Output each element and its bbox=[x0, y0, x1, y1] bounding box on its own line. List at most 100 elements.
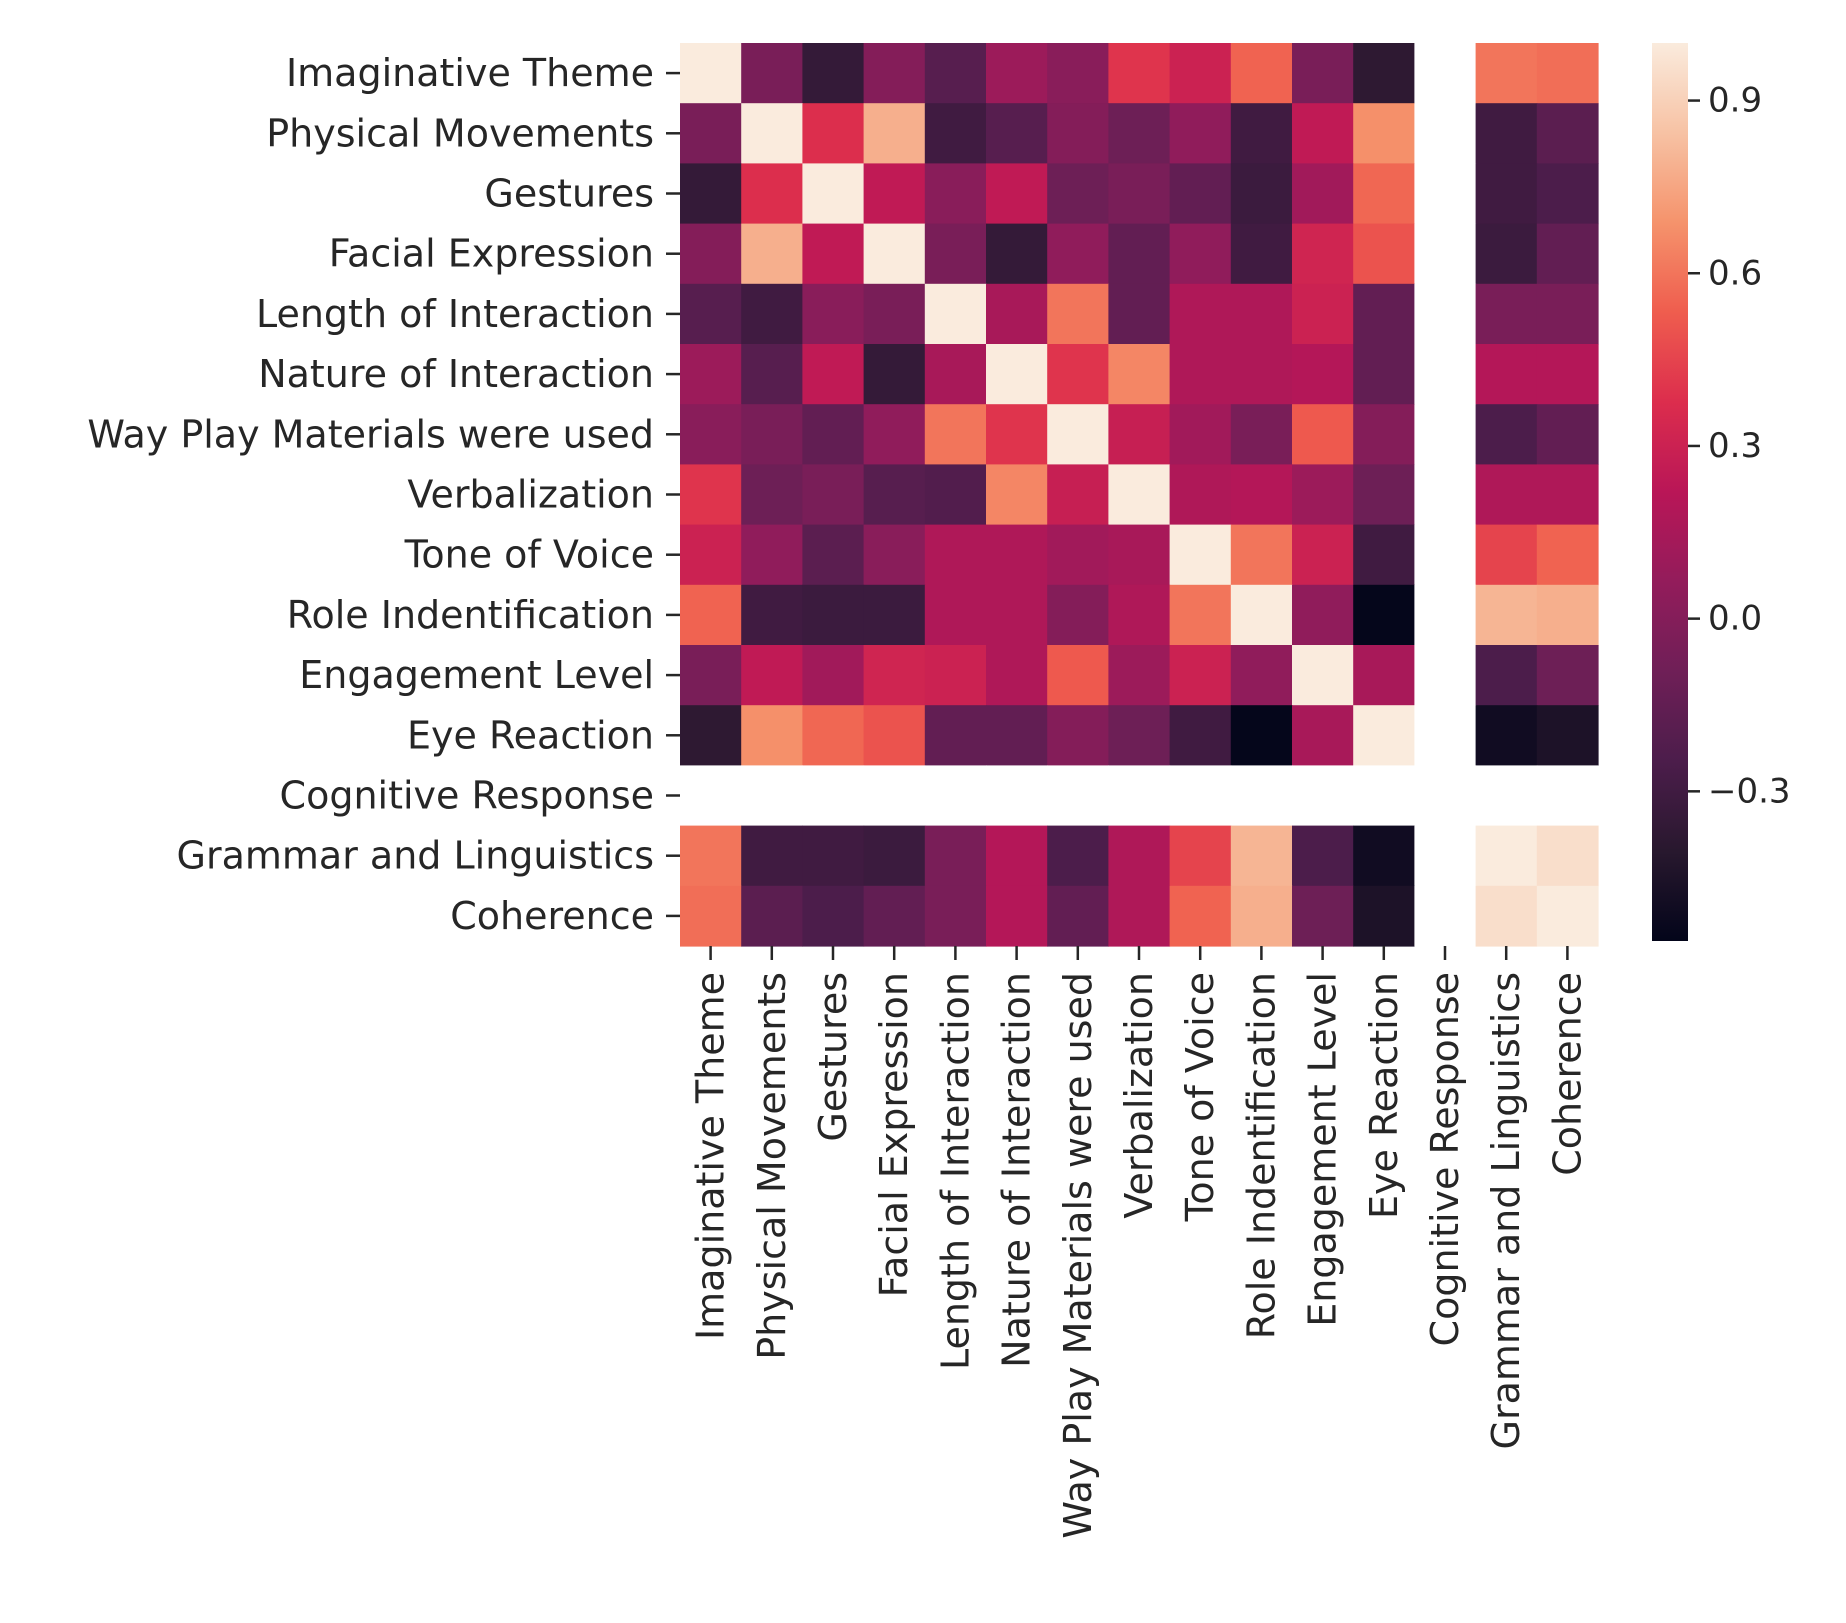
heatmap-cell bbox=[1536, 223, 1599, 285]
column-labels: Imaginative Theme Physical Movements Gestu… bbox=[689, 972, 1590, 1539]
heatmap-cell bbox=[1230, 464, 1293, 526]
row-label: Verbalization bbox=[407, 473, 654, 517]
heatmap-cell bbox=[1108, 344, 1171, 405]
heatmap-cell bbox=[1536, 584, 1599, 646]
colorbar-tick-label: 0.0 bbox=[1708, 599, 1762, 639]
column-label: Engagement Level bbox=[1301, 972, 1345, 1327]
heatmap-cell bbox=[680, 885, 742, 947]
heatmap-cell bbox=[741, 43, 803, 104]
heatmap-cell bbox=[986, 163, 1048, 225]
row-label: Engagement Level bbox=[299, 653, 654, 697]
heatmap-cell bbox=[1292, 43, 1354, 104]
heatmap-cell bbox=[1536, 524, 1599, 586]
heatmap-cell bbox=[1108, 885, 1171, 947]
heatmap-cell bbox=[1536, 705, 1599, 766]
heatmap-cell bbox=[863, 885, 926, 947]
heatmap-cell bbox=[1414, 705, 1477, 766]
heatmap-cells bbox=[680, 43, 1599, 947]
heatmap-cell bbox=[1047, 103, 1109, 164]
heatmap-cell bbox=[802, 43, 865, 104]
heatmap-cell bbox=[802, 103, 865, 164]
heatmap-cell bbox=[680, 825, 742, 887]
heatmap-cell bbox=[986, 524, 1048, 586]
row-label: Nature of Interaction bbox=[258, 352, 654, 396]
row-label: Grammar and Linguistics bbox=[177, 834, 654, 878]
heatmap-cell bbox=[802, 524, 865, 586]
row-label: Tone of Voice bbox=[404, 533, 654, 577]
heatmap-cell bbox=[924, 464, 987, 526]
column-label: Way Play Materials were used bbox=[1056, 972, 1100, 1539]
heatmap-cell bbox=[1292, 524, 1354, 586]
heatmap-cell bbox=[924, 103, 987, 164]
heatmap-cell bbox=[1353, 524, 1415, 586]
row-label: Length of Interaction bbox=[256, 292, 654, 336]
row-labels: Imaginative Theme Physical Movements Gestu… bbox=[87, 51, 654, 938]
heatmap-cell bbox=[802, 464, 865, 526]
heatmap-cell bbox=[680, 283, 742, 345]
heatmap-cell bbox=[1047, 43, 1109, 104]
heatmap-cell bbox=[741, 344, 803, 405]
heatmap-cell bbox=[1108, 825, 1171, 887]
heatmap-cell bbox=[1169, 344, 1232, 405]
heatmap-cell bbox=[802, 705, 865, 766]
heatmap-cell bbox=[986, 705, 1048, 766]
heatmap-cell bbox=[863, 705, 926, 766]
heatmap-cell bbox=[741, 705, 803, 766]
heatmap-cell bbox=[863, 223, 926, 285]
heatmap-cell bbox=[1230, 645, 1293, 706]
heatmap-cell bbox=[1292, 163, 1354, 225]
heatmap-cell bbox=[1292, 223, 1354, 285]
heatmap-cell bbox=[863, 404, 926, 465]
heatmap-cell bbox=[986, 885, 1048, 947]
heatmap-cell bbox=[1475, 584, 1538, 646]
colorbar-tick-label: 0.6 bbox=[1708, 253, 1762, 293]
heatmap-cell bbox=[741, 163, 803, 225]
heatmap-cell bbox=[1230, 43, 1293, 104]
heatmap-cell bbox=[1169, 43, 1232, 104]
heatmap-cell bbox=[1230, 283, 1293, 345]
heatmap-cell bbox=[1475, 103, 1538, 164]
heatmap-cell bbox=[1047, 524, 1109, 586]
heatmap-cell bbox=[1414, 404, 1477, 465]
heatmap-cell bbox=[986, 464, 1048, 526]
column-label: Eye Reaction bbox=[1362, 972, 1406, 1219]
heatmap-cell bbox=[1108, 584, 1171, 646]
heatmap-cell bbox=[1047, 765, 1109, 827]
heatmap-cell bbox=[986, 645, 1048, 706]
heatmap-cell bbox=[1536, 43, 1599, 104]
heatmap-cell bbox=[741, 584, 803, 646]
heatmap-cell bbox=[924, 524, 987, 586]
heatmap-cell bbox=[1353, 163, 1415, 225]
heatmap-cell bbox=[680, 404, 742, 465]
colorbar-tick-label: −0.3 bbox=[1708, 771, 1791, 811]
heatmap-cell bbox=[1414, 223, 1477, 285]
heatmap-cell bbox=[1475, 283, 1538, 345]
heatmap-cell bbox=[1108, 404, 1171, 465]
colorbar-ticks: 0.9 0.6 0.3 0.0 −0.3 bbox=[1688, 81, 1791, 811]
heatmap-cell bbox=[802, 584, 865, 646]
heatmap-cell bbox=[1047, 283, 1109, 345]
heatmap-cell bbox=[741, 885, 803, 947]
heatmap-cell bbox=[741, 765, 803, 827]
heatmap-cell bbox=[741, 223, 803, 285]
heatmap-cell bbox=[1475, 645, 1538, 706]
heatmap-cell bbox=[986, 584, 1048, 646]
heatmap-cell bbox=[1536, 464, 1599, 526]
heatmap-cell bbox=[863, 344, 926, 405]
heatmap-cell bbox=[741, 103, 803, 164]
heatmap-cell bbox=[1414, 584, 1477, 646]
column-label: Grammar and Linguistics bbox=[1484, 972, 1528, 1449]
heatmap-cell bbox=[1292, 404, 1354, 465]
heatmap-cell bbox=[1230, 765, 1293, 827]
heatmap-cell bbox=[863, 825, 926, 887]
heatmap-cell bbox=[924, 344, 987, 405]
heatmap-cell bbox=[1108, 645, 1171, 706]
heatmap-cell bbox=[1108, 43, 1171, 104]
heatmap-cell bbox=[1169, 223, 1232, 285]
heatmap-cell bbox=[924, 283, 987, 345]
heatmap-cell bbox=[1353, 344, 1415, 405]
colorbar bbox=[1652, 43, 1688, 941]
heatmap-cell bbox=[986, 344, 1048, 405]
column-label: Verbalization bbox=[1117, 972, 1161, 1219]
